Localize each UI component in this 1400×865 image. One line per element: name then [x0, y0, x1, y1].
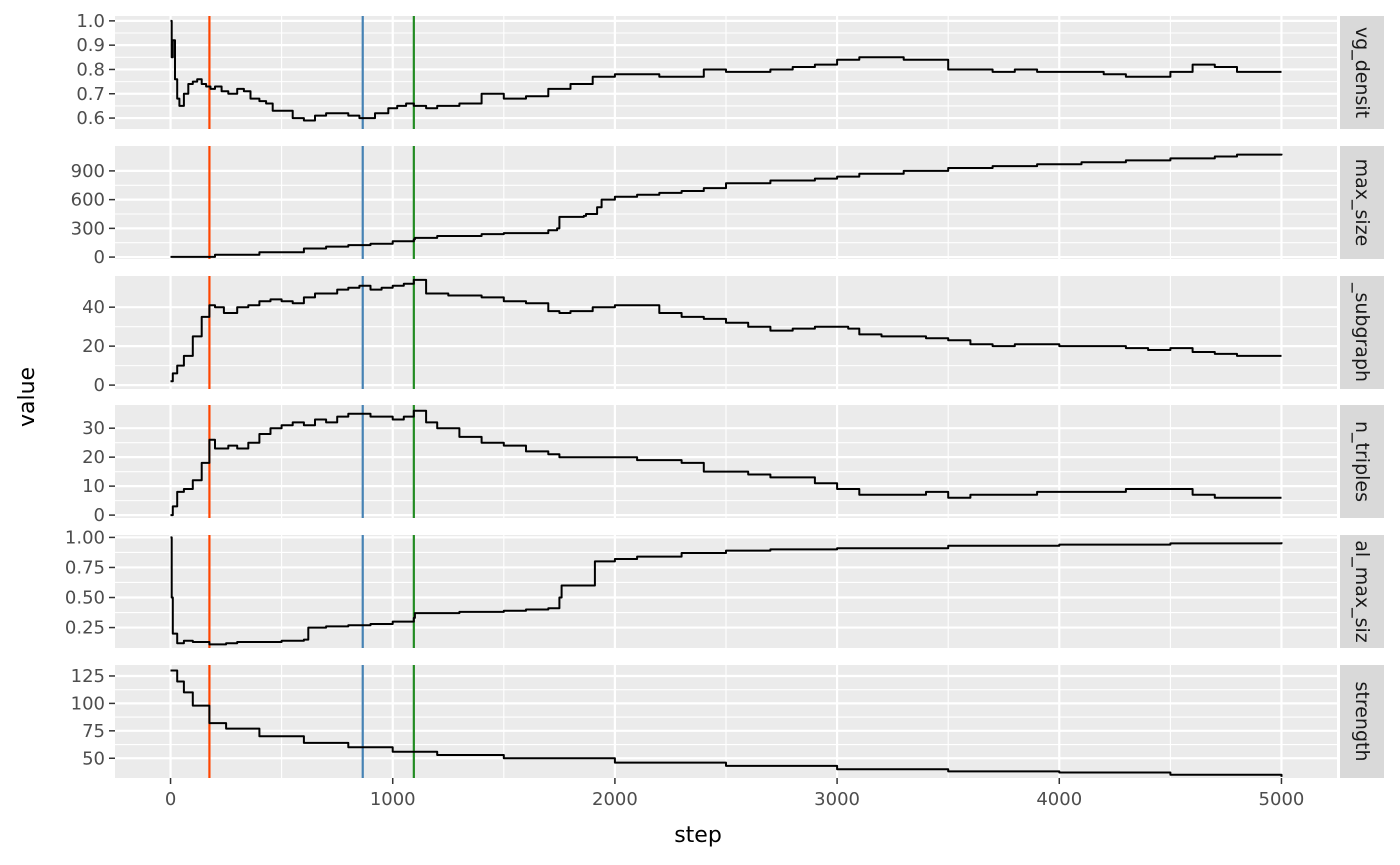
- y-tick-label: 10: [82, 476, 105, 497]
- facet-panel: 0 300 600 900 max_size: [71, 146, 1384, 268]
- y-tick-label: 20: [82, 336, 105, 357]
- facet-strip: _subgraph: [1340, 276, 1384, 389]
- series-line: [170, 153, 1283, 258]
- strip-label: al_max_siz: [1351, 540, 1373, 642]
- x-tick-label: 2000: [592, 789, 638, 810]
- x-tick-label: 1000: [370, 789, 416, 810]
- strip-background: [1340, 535, 1384, 648]
- y-tick-label: 300: [71, 218, 105, 239]
- y-tick-label: 0.9: [76, 35, 105, 56]
- y-tick-label: 0: [94, 505, 105, 526]
- strip-background: [1340, 665, 1384, 778]
- strip-label: max_size: [1351, 159, 1373, 247]
- strip-background: [1340, 146, 1384, 259]
- y-tick-label: 0.50: [65, 588, 105, 609]
- series-line: [170, 278, 1282, 383]
- series-line: [170, 19, 1282, 122]
- strip-background: [1340, 405, 1384, 518]
- strip-label: strength: [1351, 681, 1373, 761]
- x-axis-title: step: [674, 823, 722, 848]
- y-tick-label: 0.6: [76, 108, 105, 129]
- facet-strip: max_size: [1340, 146, 1384, 259]
- facet-panel: 0 10 20 30 n_triples: [82, 405, 1384, 526]
- facet-strip: strength: [1340, 665, 1384, 778]
- x-tick-label: 4000: [1036, 789, 1082, 810]
- strip-label: vg_densit: [1351, 27, 1373, 118]
- facet-panel: 50 75 100 125 strength: [71, 665, 1384, 778]
- y-tick-label: 50: [82, 748, 105, 769]
- y-tick-label: 0.8: [76, 59, 105, 80]
- y-tick-label: 900: [71, 161, 105, 182]
- facet-strip: al_max_siz: [1340, 535, 1384, 648]
- facet-strip: vg_densit: [1340, 16, 1384, 129]
- facet-panel: 0 20 40 _subgraph: [82, 276, 1384, 396]
- y-tick-label: 0: [94, 247, 105, 268]
- y-tick-label: 125: [71, 666, 105, 687]
- y-tick-label: 0.75: [65, 557, 105, 578]
- y-tick-label: 30: [82, 418, 105, 439]
- facet-strip: n_triples: [1340, 405, 1384, 518]
- y-tick-label: 0.25: [65, 618, 105, 639]
- y-tick-label: 0: [94, 375, 105, 396]
- y-tick-label: 20: [82, 447, 105, 468]
- x-axis: 0 1000 2000 3000 4000 5000: [165, 778, 1305, 810]
- y-tick-label: 0.7: [76, 84, 105, 105]
- series-line: [170, 409, 1282, 517]
- x-tick-label: 5000: [1259, 789, 1305, 810]
- y-tick-label: 40: [82, 297, 105, 318]
- series-line: [170, 669, 1283, 777]
- y-tick-label: 100: [71, 693, 105, 714]
- y-tick-label: 600: [71, 190, 105, 211]
- strip-background: [1340, 16, 1384, 129]
- x-tick-label: 0: [165, 789, 176, 810]
- facet-panel: 0.6 0.7 0.8 0.9 1.0 vg_densit: [76, 11, 1384, 129]
- x-tick-label: 3000: [814, 789, 860, 810]
- strip-label: n_triples: [1351, 421, 1373, 502]
- y-tick-label: 1.00: [65, 527, 105, 548]
- strip-background: [1340, 276, 1384, 389]
- y-axis-title: value: [15, 367, 40, 427]
- y-tick-label: 75: [82, 721, 105, 742]
- series-line: [170, 536, 1283, 646]
- y-tick-label: 1.0: [76, 11, 105, 32]
- strip-label: _subgraph: [1351, 282, 1373, 382]
- facet-panel: 0.25 0.50 0.75 1.00 al_max_siz: [65, 527, 1384, 648]
